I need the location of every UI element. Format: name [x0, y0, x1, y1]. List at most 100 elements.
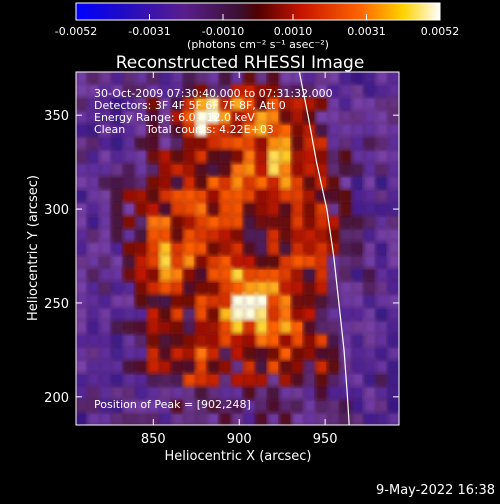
heatmap-cell: [363, 397, 378, 413]
heatmap-cell: [375, 72, 390, 85]
heatmap-cell: [291, 331, 306, 348]
heatmap-cell: [279, 147, 294, 164]
heatmap-cell: [76, 121, 90, 137]
heatmap-cell: [375, 305, 390, 321]
heatmap-cell: [159, 384, 174, 400]
heatmap-cell: [351, 410, 366, 425]
heatmap-cell: [195, 95, 210, 111]
heatmap-cell: [291, 371, 306, 387]
heatmap-cell: [303, 147, 318, 164]
heatmap-cell: [99, 305, 114, 321]
heatmap-cell: [255, 82, 270, 98]
heatmap-cell: [135, 384, 150, 400]
heatmap-cell: [315, 318, 330, 334]
heatmap-cell: [147, 213, 162, 229]
heatmap-cell: [315, 239, 330, 256]
heatmap-cell: [123, 371, 138, 387]
heatmap-cell: [243, 147, 258, 164]
heatmap-cell: [111, 384, 126, 400]
heatmap-cell: [255, 371, 270, 387]
heatmap-cell: [243, 82, 258, 98]
heatmap-cell: [267, 318, 282, 334]
heatmap-cell: [375, 121, 390, 137]
heatmap-cell: [76, 279, 90, 295]
heatmap-cell: [183, 82, 198, 98]
heatmap-cell: [315, 358, 330, 374]
heatmap-cell: [279, 358, 294, 374]
heatmap-cell: [351, 292, 366, 308]
heatmap-cell: [387, 410, 399, 425]
heatmap-cell: [207, 108, 222, 124]
heatmap-cell: [339, 82, 354, 98]
annotation-energy-range: Energy Range: 6.0 - 12.0 keV: [94, 111, 255, 124]
heatmap-cell: [183, 72, 198, 85]
heatmap-cell: [135, 174, 150, 190]
heatmap-cell: [99, 266, 114, 282]
heatmap-cell: [159, 174, 174, 190]
heatmap-cell: [195, 253, 210, 269]
heatmap-cell: [171, 161, 186, 177]
heatmap-cell: [76, 384, 90, 400]
heatmap-cell: [123, 410, 138, 425]
heatmap-cell: [387, 292, 399, 308]
heatmap-cell: [339, 345, 354, 361]
heatmap-cell: [76, 174, 90, 190]
heatmap-cell: [315, 305, 330, 321]
heatmap-cell: [111, 213, 126, 229]
heatmap-cell: [195, 279, 210, 295]
heatmap-cell: [111, 279, 126, 295]
heatmap-cell: [387, 226, 399, 242]
heatmap-cell: [351, 371, 366, 387]
heatmap-cell: [99, 187, 114, 203]
heatmap-cell: [159, 331, 174, 348]
heatmap-cell: [315, 384, 330, 400]
heatmap-cell: [123, 345, 138, 361]
heatmap-cell: [243, 318, 258, 334]
heatmap-cell: [76, 147, 90, 164]
heatmap-cell: [291, 187, 306, 203]
heatmap-cell: [207, 161, 222, 177]
heatmap-cell: [207, 305, 222, 321]
heatmap-cell: [147, 384, 162, 400]
heatmap-cell: [387, 174, 399, 190]
heatmap-cell: [123, 147, 138, 164]
heatmap-cell: [147, 72, 162, 85]
heatmap-cell: [87, 410, 102, 425]
heatmap-cell: [183, 253, 198, 269]
heatmap-cell: [351, 213, 366, 229]
heatmap-cell: [387, 239, 399, 256]
heatmap-cell: [315, 279, 330, 295]
heatmap-cell: [267, 72, 282, 85]
heatmap-cell: [375, 253, 390, 269]
colorbar-tick-label: -0.0031: [128, 25, 170, 38]
heatmap-cell: [351, 108, 366, 124]
heatmap-cell: [171, 305, 186, 321]
heatmap-cell: [135, 305, 150, 321]
colorbar-tick-label: 0.0031: [347, 25, 386, 38]
heatmap-cell: [123, 292, 138, 308]
heatmap-cell: [159, 371, 174, 387]
heatmap-cell: [219, 358, 234, 374]
heatmap-cell: [147, 239, 162, 256]
heatmap-cell: [135, 213, 150, 229]
heatmap-cell: [351, 305, 366, 321]
heatmap-cell: [207, 279, 222, 295]
heatmap-cell: [195, 134, 210, 150]
heatmap-cell: [339, 213, 354, 229]
heatmap-cell: [315, 187, 330, 203]
heatmap-cell: [303, 358, 318, 374]
heatmap-cell: [267, 292, 282, 308]
heatmap-cell: [99, 397, 114, 413]
heatmap-cell: [171, 292, 186, 308]
heatmap-cell: [243, 95, 258, 111]
heatmap-cell: [195, 397, 210, 413]
heatmap-cell: [135, 397, 150, 413]
heatmap-cell: [231, 345, 246, 361]
heatmap-cell: [267, 384, 282, 400]
heatmap-cell: [87, 187, 102, 203]
heatmap-cell: [135, 279, 150, 295]
heatmap-cell: [195, 345, 210, 361]
heatmap-cell: [171, 239, 186, 256]
heatmap-cell: [207, 384, 222, 400]
plot-frame: [75, 71, 400, 426]
